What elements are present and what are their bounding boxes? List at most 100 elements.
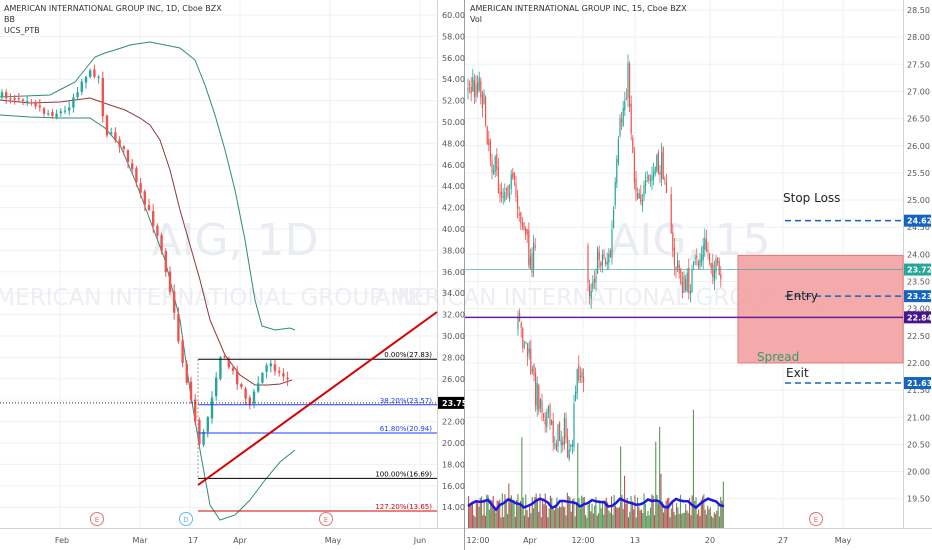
candle [568,449,570,460]
volume-bar [660,473,662,528]
left-price-label: 16.00 [442,482,465,491]
volume-bar [709,507,711,528]
candle [627,63,629,99]
left-price-label: 44.00 [442,182,465,191]
candle [613,209,615,228]
candle [635,178,637,192]
candle [533,242,535,270]
candle [693,261,695,266]
right-time-label: May [835,536,852,545]
left-study-bb[interactable]: BB [4,15,15,24]
volume-bar [716,510,718,528]
candle [510,174,512,189]
candle [531,253,533,273]
volume-bar [704,509,706,528]
candle [625,98,627,101]
volume-bar [683,512,685,528]
candle [282,373,285,377]
volume-bar [613,494,615,528]
volume-bar [487,495,489,528]
candle [649,179,651,182]
candle [697,261,699,267]
volume-bar [655,441,657,528]
volume-bar [672,502,674,528]
volume-bar [488,509,490,528]
candle [646,177,648,179]
volume-bar [531,497,533,528]
candle [493,170,495,174]
candle [656,154,658,171]
volume-bar [721,500,723,528]
volume-bar [608,510,610,528]
candle [686,272,688,292]
right-study-vol[interactable]: Vol [470,15,482,24]
candle [616,159,618,184]
exit-annotation: Exit [786,366,809,380]
candle [712,263,714,278]
candle [477,82,479,94]
candle [549,404,551,425]
candle [89,70,92,77]
candle [651,175,653,181]
volume-bar [681,513,683,528]
volume-bar [717,504,719,528]
volume-bar [539,493,541,528]
candle [80,81,83,92]
volume-bar [642,513,644,528]
volume-bar [474,516,476,528]
right-price-label: 24.00 [907,250,930,259]
volume-bar [678,514,680,528]
volume-bar [591,503,593,528]
volume-bar [542,499,544,528]
right-price-label: 28.00 [907,33,930,42]
volume-bar [682,512,684,528]
volume-bar [556,497,558,528]
volume-bar [530,513,532,528]
volume-bar [572,499,574,528]
left-time-label: Feb [55,536,69,545]
candle [494,157,496,172]
volume-bar [703,494,705,528]
volume-bar [534,497,536,528]
volume-bar [696,514,698,528]
last-price-label: 23.75 [442,399,468,408]
left-study-ucs[interactable]: UCS_PTB [4,26,40,35]
left-price-label: 34.00 [442,289,465,298]
volume-bar [664,508,666,528]
candle [143,191,146,205]
candle [467,88,469,90]
candle [526,229,528,235]
candle [555,443,557,451]
candle [63,110,67,112]
candle [609,250,611,257]
candle [147,205,151,211]
candle [231,367,235,371]
volume-bar [468,496,470,528]
right-price-label: 24.50 [907,223,930,232]
candle [244,388,247,399]
candle [93,69,96,77]
volume-bar [535,493,537,528]
candle [486,126,488,144]
volume-bar [594,505,596,528]
candle [677,259,679,268]
candle [629,63,631,107]
left-price-label: 42.00 [442,204,465,213]
candle [562,441,564,446]
candle [622,107,624,126]
right-price-label: 25.50 [907,169,930,178]
candle [248,397,251,405]
candle [680,269,682,284]
candle [713,269,715,281]
volume-bar [685,504,687,528]
candle [678,264,680,274]
candle [173,291,176,313]
volume-bar [565,515,567,528]
candle [202,431,205,445]
candle [673,247,675,266]
candle [581,371,583,378]
volume-bar [713,512,715,528]
right-time-label: 13 [630,536,640,545]
candle [504,192,506,201]
candle [105,115,109,136]
